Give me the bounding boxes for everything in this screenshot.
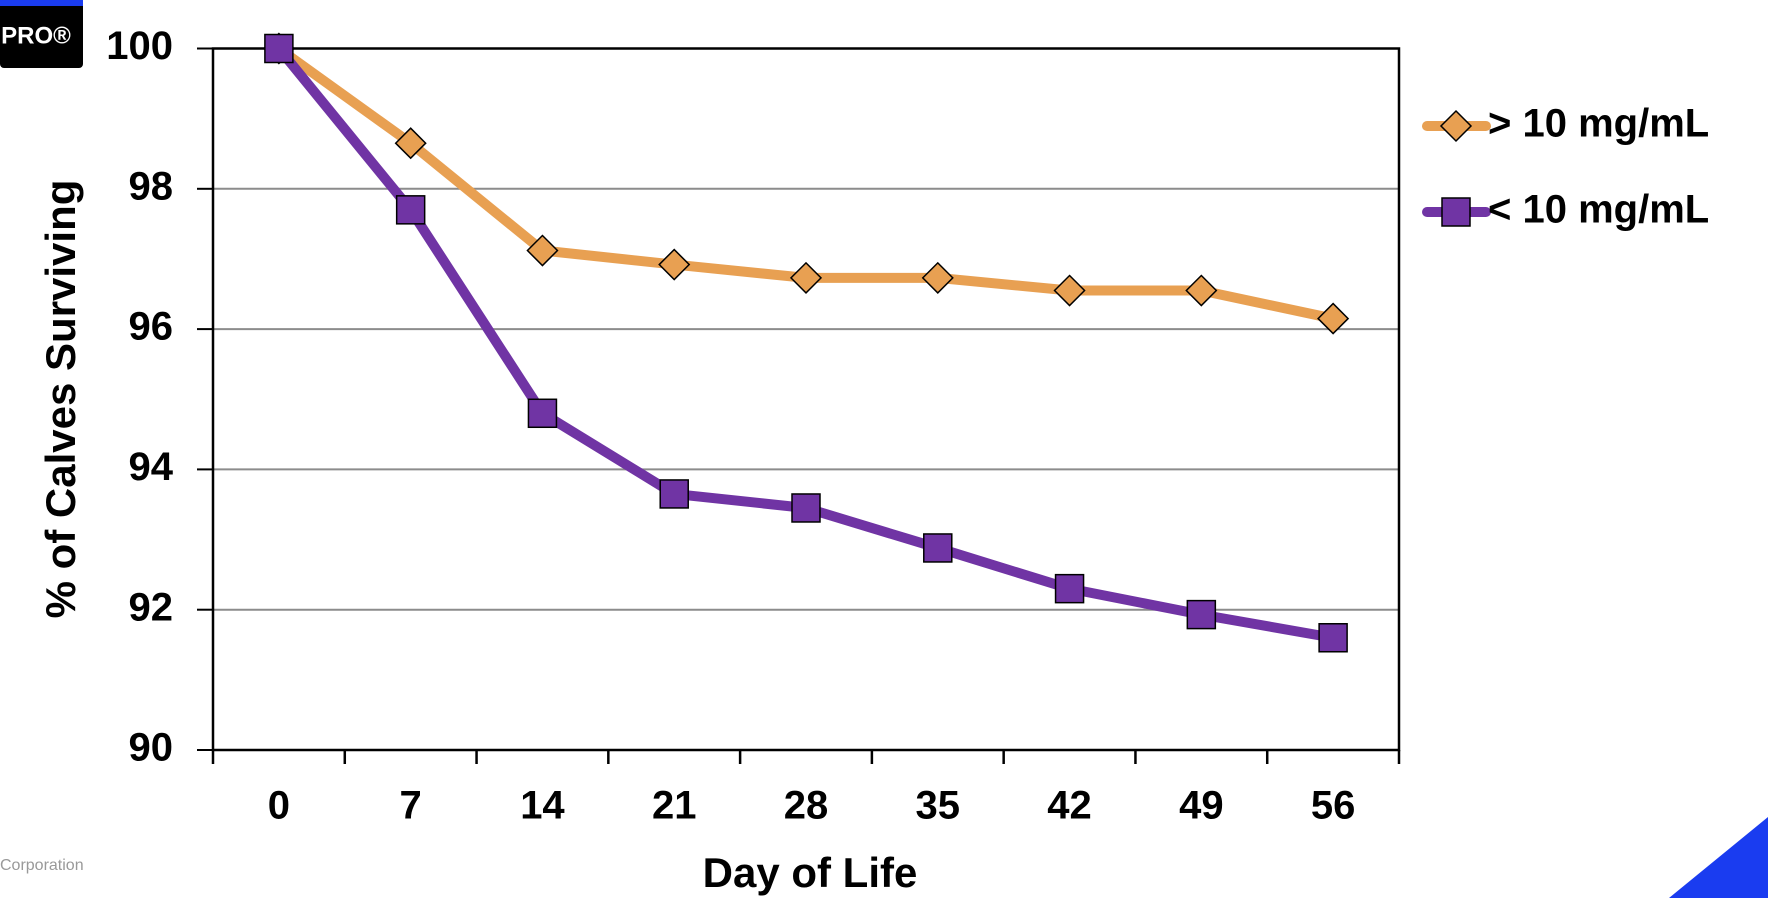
data-point — [923, 533, 953, 563]
legend-label: > 10 mg/mL — [1488, 102, 1709, 146]
y-tick-label: 96 — [129, 305, 174, 349]
x-tick-label: 42 — [1047, 784, 1092, 828]
data-point — [659, 479, 689, 509]
data-point — [1186, 599, 1217, 630]
data-point — [1317, 302, 1350, 335]
data-point — [1054, 573, 1085, 604]
y-tick-label: 100 — [106, 24, 173, 68]
y-tick-label: 90 — [129, 726, 174, 770]
data-point — [394, 127, 427, 160]
x-tick-label: 28 — [784, 784, 829, 828]
x-tick-label: 56 — [1311, 784, 1356, 828]
data-point — [1053, 274, 1086, 307]
data-point — [264, 33, 294, 64]
x-tick-label: 49 — [1179, 784, 1224, 828]
data-point — [789, 261, 823, 294]
data-point — [658, 248, 691, 281]
y-tick-label: 94 — [129, 445, 174, 489]
data-point — [1318, 623, 1348, 653]
data-point — [395, 195, 426, 225]
data-point — [1185, 274, 1218, 307]
y-axis-title: % of Calves Surviving — [37, 180, 84, 619]
logo-bar — [0, 0, 83, 6]
plot-frame — [211, 47, 1401, 752]
x-tick-label: 14 — [520, 784, 565, 828]
logo: PRO® — [1, 22, 71, 49]
data-point — [526, 234, 559, 267]
x-axis-title: Day of Life — [703, 849, 918, 896]
y-tick-label: 98 — [129, 164, 174, 208]
data-point — [921, 261, 954, 294]
legend-label: < 10 mg/mL — [1488, 188, 1709, 232]
x-tick-label: 0 — [268, 784, 290, 828]
x-tick-label: 21 — [652, 784, 697, 828]
series-line — [275, 45, 1334, 643]
x-tick-label: 35 — [916, 784, 961, 828]
logo-box — [0, 0, 83, 68]
footer: Corporation — [0, 857, 84, 874]
y-tick-label: 92 — [129, 585, 174, 629]
legend-marker — [1439, 109, 1473, 143]
legend-marker — [1441, 197, 1471, 227]
data-point — [527, 398, 558, 429]
corner-triangle — [1669, 817, 1768, 898]
x-tick-label: 7 — [400, 784, 422, 828]
data-point — [791, 493, 821, 523]
